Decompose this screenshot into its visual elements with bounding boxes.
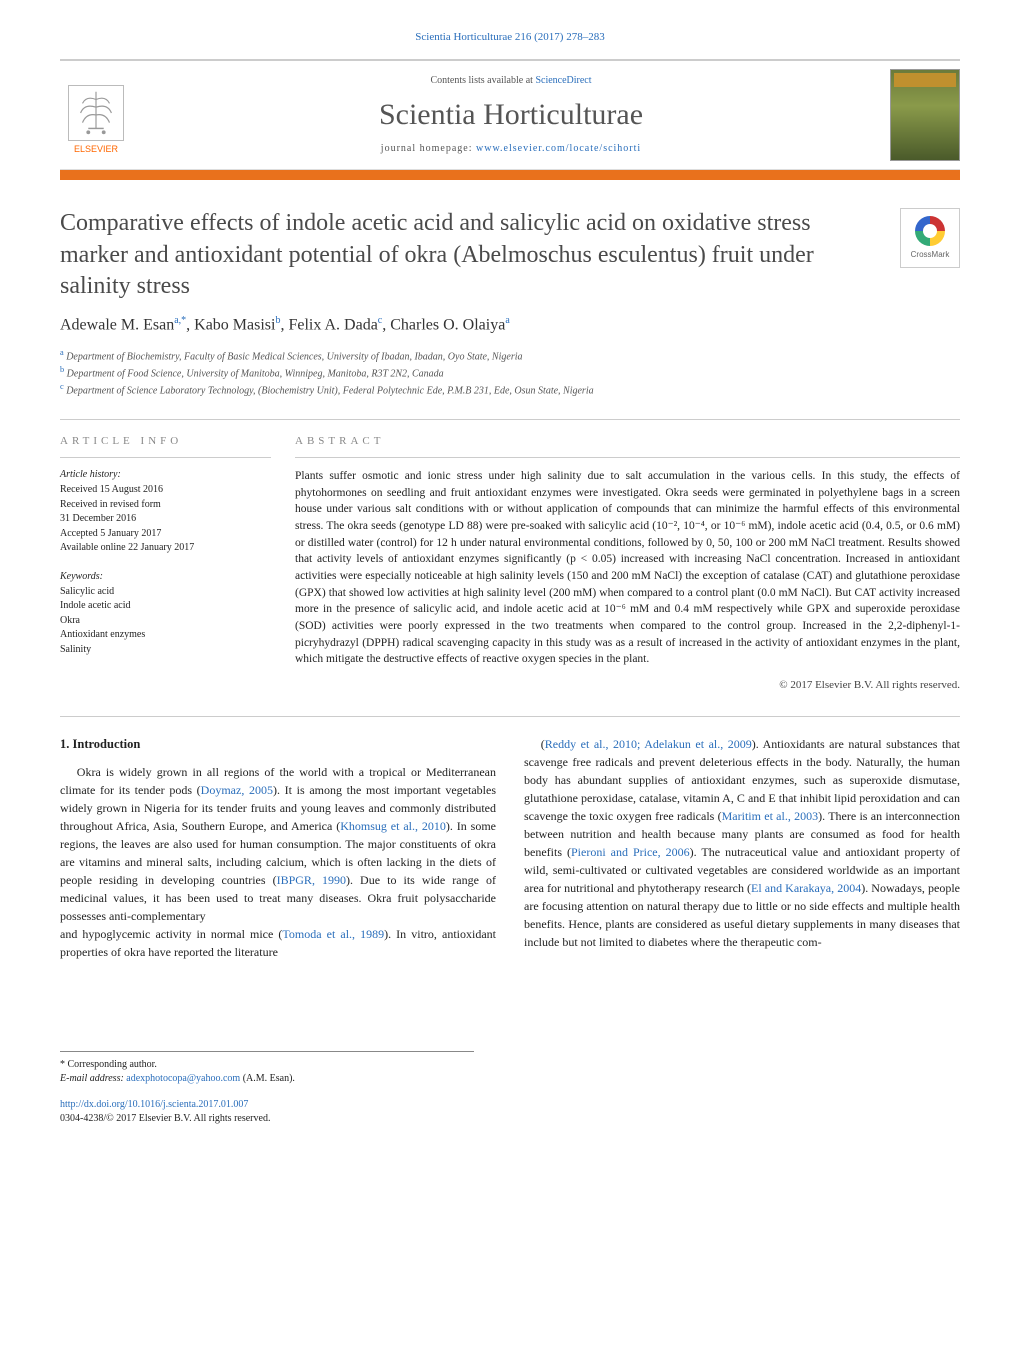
affiliation-line: b Department of Food Science, University… <box>60 364 960 381</box>
running-head-citation: Scientia Horticulturae 216 (2017) 278–28… <box>60 30 960 45</box>
doi-block: http://dx.doi.org/10.1016/j.scienta.2017… <box>60 1098 960 1126</box>
abstract-column: ABSTRACT Plants suffer osmotic and ionic… <box>295 434 960 694</box>
journal-name: Scientia Horticulturae <box>132 94 890 136</box>
email-label: E-mail address: <box>60 1073 126 1084</box>
intro-paragraph-1: Okra is widely grown in all regions of t… <box>60 763 496 925</box>
contents-available-line: Contents lists available at ScienceDirec… <box>132 74 890 88</box>
history-heading: Article history: <box>60 468 271 482</box>
ref-tomoda-1989[interactable]: Tomoda et al., 1989 <box>282 927 384 941</box>
history-line: Available online 22 January 2017 <box>60 541 271 556</box>
sciencedirect-link[interactable]: ScienceDirect <box>535 75 591 86</box>
crossmark-label: CrossMark <box>911 249 950 260</box>
history-line: Received 15 August 2016 <box>60 483 271 498</box>
abstract-label: ABSTRACT <box>295 434 960 458</box>
article-info-column: ARTICLE INFO Article history: Received 1… <box>60 434 295 694</box>
elsevier-logo: ELSEVIER <box>60 75 132 155</box>
doi-link[interactable]: http://dx.doi.org/10.1016/j.scienta.2017… <box>60 1099 248 1110</box>
article-info-label: ARTICLE INFO <box>60 434 271 458</box>
crossmark-icon <box>915 216 945 246</box>
ref-doymaz-2005[interactable]: Doymaz, 2005 <box>201 783 273 797</box>
ref-reddy-adelakun[interactable]: Reddy et al., 2010; Adelakun et al., 200… <box>545 737 752 751</box>
affiliation-line: c Department of Science Laboratory Techn… <box>60 381 960 398</box>
section-heading-introduction: 1. Introduction <box>60 735 496 754</box>
keywords-block: Keywords: Salicylic acidIndole acetic ac… <box>60 570 271 658</box>
ref-maritim-2003[interactable]: Maritim et al., 2003 <box>722 809 819 823</box>
journal-homepage-link[interactable]: www.elsevier.com/locate/scihorti <box>476 143 641 154</box>
corr-author-email[interactable]: adexphotocopa@yahoo.com <box>126 1073 240 1084</box>
affiliation-line: a Department of Biochemistry, Faculty of… <box>60 347 960 364</box>
ref-el-karakaya-2004[interactable]: El and Karakaya, 2004 <box>751 881 861 895</box>
issn-copyright-line: 0304-4238/© 2017 Elsevier B.V. All right… <box>60 1113 270 1124</box>
history-line: Accepted 5 January 2017 <box>60 527 271 542</box>
keyword: Okra <box>60 614 271 629</box>
keyword: Salicylic acid <box>60 585 271 600</box>
keyword: Indole acetic acid <box>60 599 271 614</box>
article-history: Article history: Received 15 August 2016… <box>60 468 271 556</box>
abstract-copyright: © 2017 Elsevier B.V. All rights reserved… <box>295 678 960 693</box>
abstract-text: Plants suffer osmotic and ionic stress u… <box>295 468 960 668</box>
contents-prefix: Contents lists available at <box>430 75 535 86</box>
journal-header-bar: ELSEVIER Contents lists available at Sci… <box>60 59 960 170</box>
author-list: Adewale M. Esana,*, Kabo Masisib, Felix … <box>60 314 960 337</box>
journal-header-center: Contents lists available at ScienceDirec… <box>132 74 890 156</box>
ref-pieroni-price-2006[interactable]: Pieroni and Price, 2006 <box>571 845 690 859</box>
corr-author-label: * Corresponding author. <box>60 1058 474 1072</box>
ref-ibpgr-1990[interactable]: IBPGR, 1990 <box>277 873 346 887</box>
corresponding-author-footnote: * Corresponding author. E-mail address: … <box>60 1051 474 1086</box>
keywords-heading: Keywords: <box>60 570 271 584</box>
keyword: Salinity <box>60 643 271 658</box>
article-body: 1. Introduction Okra is widely grown in … <box>60 716 960 962</box>
history-line: Received in revised form <box>60 498 271 513</box>
journal-cover-thumbnail <box>890 69 960 161</box>
journal-homepage-line: journal homepage: www.elsevier.com/locat… <box>132 142 890 156</box>
ref-khomsug-2010[interactable]: Khomsug et al., 2010 <box>340 819 446 833</box>
affiliation-list: a Department of Biochemistry, Faculty of… <box>60 347 960 399</box>
history-line: 31 December 2016 <box>60 512 271 527</box>
homepage-prefix: journal homepage: <box>381 143 476 154</box>
accent-rule <box>60 170 960 180</box>
intro-paragraph-3: (Reddy et al., 2010; Adelakun et al., 20… <box>524 735 960 951</box>
article-title: Comparative effects of indole acetic aci… <box>60 208 900 302</box>
crossmark-badge[interactable]: CrossMark <box>900 208 960 268</box>
email-suffix: (A.M. Esan). <box>240 1073 295 1084</box>
elsevier-tree-icon <box>68 85 124 141</box>
publisher-name: ELSEVIER <box>74 143 118 156</box>
keyword: Antioxidant enzymes <box>60 628 271 643</box>
intro-paragraph-2: and hypoglycemic activity in normal mice… <box>60 925 496 961</box>
article-meta-row: ARTICLE INFO Article history: Received 1… <box>60 419 960 694</box>
